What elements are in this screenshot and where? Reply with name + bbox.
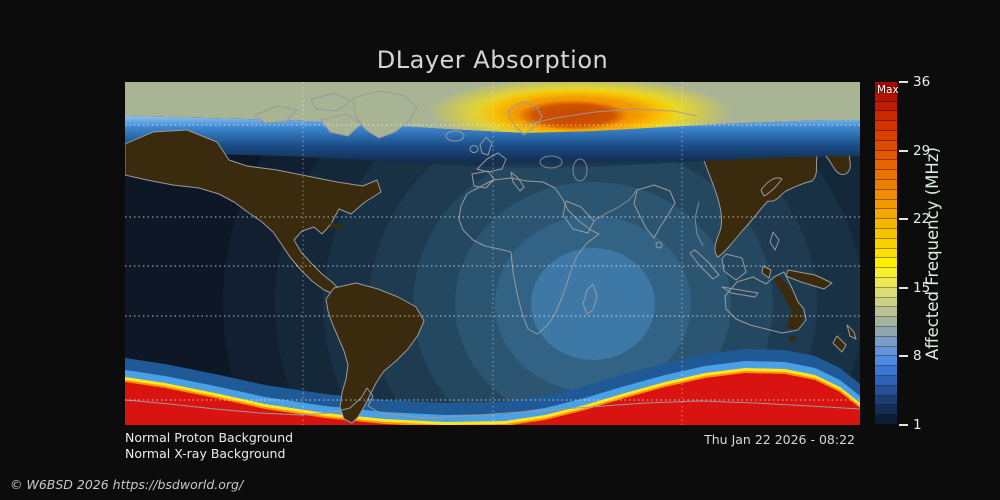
colorbar-tick: 15 xyxy=(899,279,931,296)
colorbar-segment xyxy=(875,307,897,318)
colorbar-segment xyxy=(875,238,897,249)
colorbar-segment xyxy=(875,385,897,396)
colorbar-segment xyxy=(875,101,897,112)
tick-label: 22 xyxy=(913,211,931,228)
colorbar-segment xyxy=(875,179,897,190)
antarctica-coastline xyxy=(125,387,860,419)
graticule xyxy=(125,82,860,425)
colorbar-segment xyxy=(875,277,897,288)
colorbar-segment xyxy=(875,366,897,376)
colorbar-segment xyxy=(875,405,897,416)
proton-background-status: Normal Proton Background xyxy=(125,430,294,445)
tick-label: 1 xyxy=(913,417,922,433)
tick-label: 15 xyxy=(913,279,931,296)
colorbar-ticks: 36 29 22 15 8 1 xyxy=(899,74,959,433)
tick-mark xyxy=(899,286,908,289)
colorbar-segment xyxy=(875,326,897,337)
colorbar-tick: 22 xyxy=(899,211,931,228)
colorbar-segment xyxy=(875,150,897,161)
colorbar-segment xyxy=(875,268,897,278)
colorbar-segment xyxy=(875,336,897,347)
tick-mark xyxy=(899,149,908,152)
colorbar-segment xyxy=(875,160,897,171)
colorbar-segment xyxy=(875,111,897,122)
colorbar-segment xyxy=(875,170,897,180)
polar-cap-absorption xyxy=(125,349,860,425)
colorbar-tick: 36 xyxy=(899,74,931,90)
terminator-band xyxy=(125,116,860,169)
colorbar-segment xyxy=(875,375,897,386)
colorbar-segment xyxy=(875,91,897,102)
colorbar-segment xyxy=(875,130,897,141)
colorbar-segment xyxy=(875,140,897,151)
background-status: Normal Proton Background Normal X-ray Ba… xyxy=(125,430,293,461)
colorbar-segment xyxy=(875,258,897,269)
colorbar-segment xyxy=(875,82,897,92)
colorbar-tick: 29 xyxy=(899,142,931,159)
world-map xyxy=(125,82,860,425)
tick-label: 29 xyxy=(913,142,931,159)
tick-mark xyxy=(899,355,908,358)
tick-mark xyxy=(899,424,908,426)
copyright: © W6BSD 2026 https://bsdworld.org/ xyxy=(10,477,244,492)
timestamp: Thu Jan 22 2026 - 08:22 xyxy=(704,432,855,447)
colorbar xyxy=(875,82,897,425)
colorbar-segment xyxy=(875,287,897,298)
tick-mark xyxy=(899,218,908,221)
tick-label: 8 xyxy=(913,348,922,365)
xray-background-status: Normal X-ray Background xyxy=(125,445,286,461)
colorbar-segment xyxy=(875,121,897,131)
colorbar-segment xyxy=(875,199,897,210)
colorbar-tick: 1 xyxy=(899,417,922,433)
colorbar-max-label: Max xyxy=(877,84,899,96)
colorbar-axis-label: Affected Frequency (MHz) xyxy=(923,147,942,360)
colorbar-segment xyxy=(875,297,897,308)
colorbar-segment xyxy=(875,395,897,406)
colorbar-segment xyxy=(875,317,897,327)
colorbar-segment xyxy=(875,248,897,259)
page-title: DLayer Absorption xyxy=(376,46,609,74)
colorbar-segment xyxy=(875,228,897,239)
colorbar-segment xyxy=(875,209,897,220)
colorbar-segment xyxy=(875,415,897,425)
colorbar-segment xyxy=(875,189,897,200)
colorbar-segment xyxy=(875,219,897,229)
colorbar-segment xyxy=(875,356,897,367)
colorbar-tick: 8 xyxy=(899,348,922,365)
tick-label: 36 xyxy=(913,74,931,90)
tick-mark xyxy=(899,81,908,83)
colorbar-segment xyxy=(875,346,897,357)
